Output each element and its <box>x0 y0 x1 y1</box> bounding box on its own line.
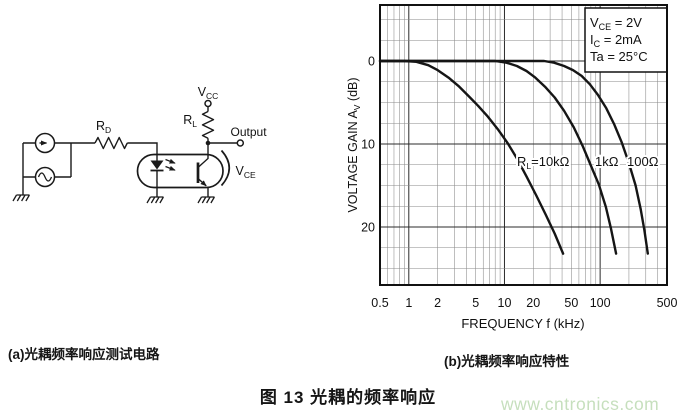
sine-icon <box>37 172 53 182</box>
x-tick-label: 1 <box>405 296 412 310</box>
phototransistor-icon <box>196 162 207 187</box>
output-label: Output <box>231 125 268 139</box>
curve-RL=100Ω <box>378 59 649 255</box>
curve-label-rl10k: RL=10kΩ <box>517 154 570 171</box>
circuit-wires <box>22 106 238 197</box>
y-tick-label: 0 <box>368 55 375 69</box>
watermark: www.cntronics.com <box>501 394 660 414</box>
condition-line: VCE = 2V <box>590 15 642 32</box>
curve-label-rl1k: 1kΩ <box>595 154 619 169</box>
rd-label: RD <box>96 119 111 135</box>
conditions-text: VCE = 2V IC = 2mA Ta = 25°C <box>590 15 648 64</box>
optocoupler-test-circuit-diagram: RD RL VCC Output VCE <box>12 85 268 204</box>
rl-label: RL <box>183 113 197 129</box>
ground-symbol <box>197 196 215 204</box>
optocoupler-body <box>136 153 224 189</box>
light-arrows-icon <box>165 158 176 171</box>
rl-resistor <box>201 110 215 139</box>
x-tick-label: 5 <box>472 296 479 310</box>
rd-resistor <box>94 136 128 150</box>
ground-symbol <box>146 196 164 204</box>
y-axis-label: VOLTAGE GAIN AV (dB) <box>346 77 362 212</box>
chart-curves <box>378 59 649 255</box>
x-tick-label: 0.5 <box>371 296 388 310</box>
x-tick-label: 20 <box>526 296 540 310</box>
frequency-response-chart: VCE = 2V IC = 2mA Ta = 25°C RL=10kΩ 1kΩ … <box>346 4 677 331</box>
caption-a: (a)光耦频率响应测试电路 <box>8 347 160 362</box>
conditions-box <box>584 7 668 73</box>
chart-frame <box>379 4 668 286</box>
y-tick-label: 10 <box>361 138 375 152</box>
vce-label: VCE <box>236 164 256 180</box>
condition-line: IC = 2mA <box>590 32 642 49</box>
x-axis-label: FREQUENCY f (kHz) <box>461 316 584 331</box>
output-terminal <box>236 139 245 147</box>
curve-RL=1kΩ <box>378 59 618 255</box>
curve-label-rl100: 100Ω <box>627 154 659 169</box>
condition-line: Ta = 25°C <box>590 49 648 64</box>
x-tick-label: 2 <box>434 296 441 310</box>
x-tick-label: 10 <box>498 296 512 310</box>
vce-arc <box>220 149 231 187</box>
caption-b: (b)光耦频率响应特性 <box>444 354 570 369</box>
ground-symbol <box>12 194 30 202</box>
x-tick-label: 100 <box>590 296 611 310</box>
curve-labels: RL=10kΩ 1kΩ 100Ω <box>515 152 661 173</box>
x-tick-label: 50 <box>564 296 578 310</box>
vcc-label: VCC <box>198 85 219 101</box>
junction-dot <box>205 140 211 146</box>
x-tick-label: 500 <box>657 296 678 310</box>
led-icon <box>150 160 164 170</box>
axis-ticks: 0.5 1 2 5 10 20 50 100 500 0 10 20 <box>361 55 677 311</box>
figure-caption: 图 13 光耦的频率响应 <box>259 388 437 407</box>
y-tick-label: 20 <box>361 221 375 235</box>
vcc-terminal <box>204 99 212 108</box>
curve-RL=10kΩ <box>378 59 565 255</box>
